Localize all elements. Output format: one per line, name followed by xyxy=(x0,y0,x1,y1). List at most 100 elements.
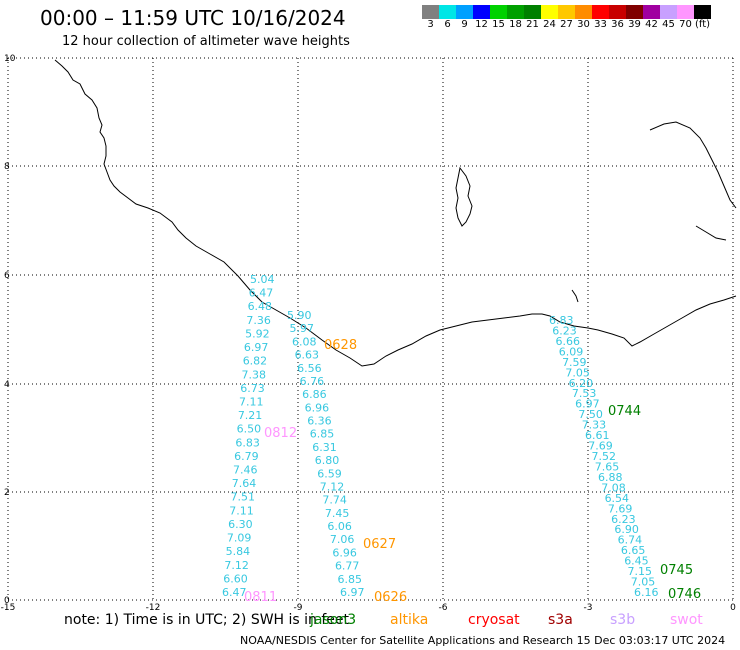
satellite-name: swot xyxy=(670,612,703,628)
wave-height-value: 6.90 xyxy=(614,523,639,536)
legend-label: 21 xyxy=(526,19,539,30)
satellite-name: cryosat xyxy=(468,612,520,628)
wave-height-value: 7.09 xyxy=(227,532,252,545)
wave-height-value: 6.63 xyxy=(295,349,320,362)
wave-height-value: 7.52 xyxy=(592,450,617,463)
legend-swatch xyxy=(626,5,643,19)
wave-height-value: 7.64 xyxy=(232,477,257,490)
wave-height-value: 6.56 xyxy=(297,362,322,375)
x-tick-label: 0 xyxy=(730,603,736,613)
legend-swatch xyxy=(473,5,490,19)
wave-height-value: 6.59 xyxy=(317,467,342,480)
wave-height-value: 7.65 xyxy=(595,460,620,473)
y-tick-label: 2 xyxy=(4,488,10,498)
legend-swatch xyxy=(524,5,541,19)
legend-swatch xyxy=(643,5,660,19)
wave-height-value: 5.92 xyxy=(245,327,270,340)
y-tick-label: 4 xyxy=(4,380,10,390)
legend-swatch xyxy=(592,5,609,19)
wave-height-value: 7.53 xyxy=(572,387,597,400)
wave-height-value: 6.96 xyxy=(332,546,357,559)
wave-height-value: 6.66 xyxy=(556,335,581,348)
wave-height-value: 6.48 xyxy=(248,300,273,313)
wave-height-value: 6.86 xyxy=(302,388,327,401)
wave-height-value: 6.82 xyxy=(243,355,268,368)
axis-ticks: -15 -12 -9 -6 -3 0 10 8 6 4 2 0 xyxy=(1,54,736,613)
coastline-northeast xyxy=(571,121,737,303)
wave-height-value: 7.74 xyxy=(322,494,347,507)
satellite-name: s3a xyxy=(548,612,573,628)
wave-height-value: 6.96 xyxy=(305,401,330,414)
wave-height-value: 7.05 xyxy=(631,576,656,589)
legend-swatches xyxy=(422,5,711,19)
x-tick-label: -12 xyxy=(146,603,161,613)
legend-label: 36 xyxy=(611,19,624,30)
legend-swatch xyxy=(609,5,626,19)
legend-swatch xyxy=(575,5,592,19)
wave-height-value: 7.45 xyxy=(325,507,350,520)
wave-height-value: 6.88 xyxy=(598,471,623,484)
wave-height-value: 6.97 xyxy=(575,398,600,411)
legend-swatch xyxy=(422,5,439,19)
legend-label: 18 xyxy=(509,19,522,30)
wave-height-value: 7.12 xyxy=(320,480,345,493)
wave-height-value: 6.73 xyxy=(240,382,265,395)
y-tick-label: 8 xyxy=(4,162,10,172)
wave-height-value: 6.23 xyxy=(552,324,577,337)
wave-height-value: 7.12 xyxy=(224,559,249,572)
satellite-name: s3b xyxy=(610,612,636,628)
legend-swatch xyxy=(660,5,677,19)
wave-height-value: 6.54 xyxy=(605,492,630,505)
wave-height-labels: 5.046.476.487.365.926.976.827.386.737.11… xyxy=(222,273,659,599)
legend-swatch xyxy=(456,5,473,19)
wave-height-value: 7.11 xyxy=(239,395,263,408)
wave-height-value: 6.20 xyxy=(569,377,594,390)
legend-swatch xyxy=(490,5,507,19)
x-tick-label: -9 xyxy=(294,603,303,613)
legend-label: 15 xyxy=(492,19,505,30)
wave-height-value: 7.33 xyxy=(582,419,607,432)
wave-height-value: 6.08 xyxy=(292,335,317,348)
y-tick-label: 0 xyxy=(4,596,10,606)
legend-label: 3 xyxy=(427,19,434,30)
wave-height-value: 5.90 xyxy=(287,309,312,322)
wave-height-value: 6.45 xyxy=(624,555,649,568)
legend-label: 70 xyxy=(679,19,692,30)
wave-height-value: 5.04 xyxy=(250,273,275,286)
x-tick-label: -15 xyxy=(1,603,16,613)
wave-height-value: 7.38 xyxy=(241,368,266,381)
wave-height-value: 6.83 xyxy=(235,436,259,449)
legend-label: 6 xyxy=(444,19,451,30)
wave-height-value: 5.97 xyxy=(290,322,315,335)
wave-height-value: 7.08 xyxy=(601,481,626,494)
wave-height-value: 6.61 xyxy=(585,429,610,442)
wave-height-value: 6.23 xyxy=(611,513,636,526)
legend-label: 45 xyxy=(662,19,675,30)
wave-height-value: 6.60 xyxy=(223,572,248,585)
coastline-west-africa xyxy=(54,59,737,367)
legend-label: 12 xyxy=(475,19,488,30)
wave-height-value: 6.30 xyxy=(228,518,253,531)
wave-height-value: 5.84 xyxy=(226,545,251,558)
wave-height-value: 7.05 xyxy=(565,366,590,379)
wave-height-value: 6.47 xyxy=(249,287,273,300)
coastline-north-island xyxy=(455,166,473,227)
map-title: 00:00 – 11:59 UTC 10/16/2024 xyxy=(40,6,346,30)
credit-line: NOAA/NESDIS Center for Satellite Applica… xyxy=(240,634,726,647)
wave-height-value: 7.69 xyxy=(588,440,613,453)
map-subtitle: 12 hour collection of altimeter wave hei… xyxy=(62,34,350,49)
wave-height-value: 6.85 xyxy=(310,428,335,441)
wave-height-value: 6.74 xyxy=(618,534,643,547)
color-legend: 3 6 9 12 15 18 21 24 27 30 33 36 39 42 45 70 (ft) xyxy=(422,5,711,31)
wave-height-value: 6.80 xyxy=(315,454,340,467)
x-tick-label: -6 xyxy=(439,603,448,613)
wave-height-value: 6.85 xyxy=(337,573,362,586)
legend-swatch xyxy=(541,5,558,19)
pass-time-label: 0811 xyxy=(244,590,277,605)
wave-height-value: 6.97 xyxy=(244,341,268,354)
pass-time-label: 0626 xyxy=(374,590,407,605)
wave-height-value: 7.11 xyxy=(229,504,254,517)
legend-swatch xyxy=(439,5,456,19)
legend-label: 33 xyxy=(594,19,607,30)
